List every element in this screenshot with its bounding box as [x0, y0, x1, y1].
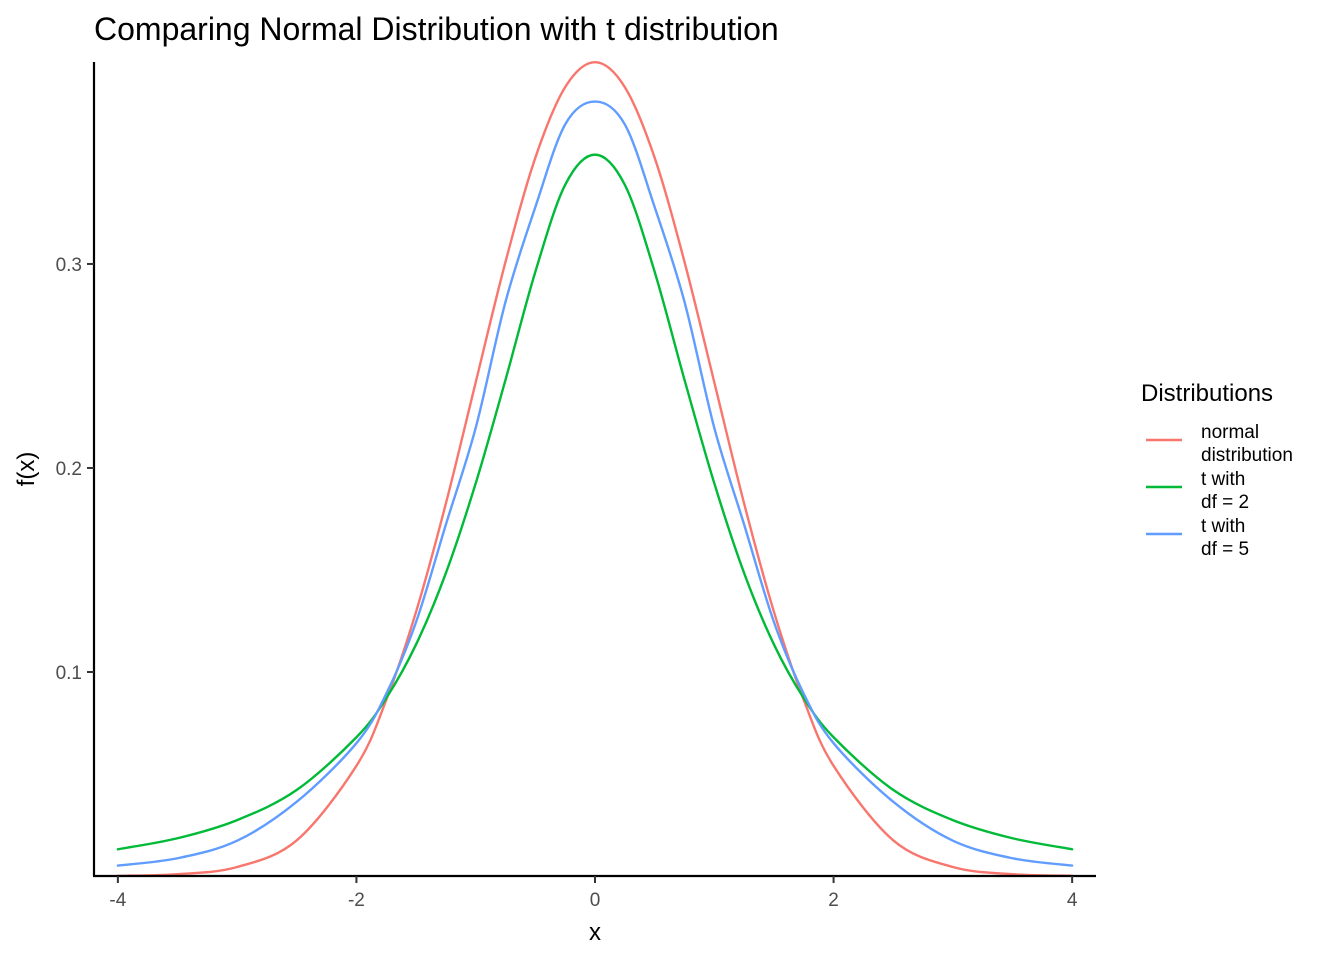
- x-axis-title: x: [589, 919, 601, 946]
- series-line-1: [116, 61, 1074, 877]
- legend-entry-3: t with df = 5: [1146, 516, 1249, 560]
- legend-label-line: t with: [1201, 516, 1245, 537]
- chart-title: Comparing Normal Distribution with t dis…: [94, 11, 779, 47]
- y-tick-label: 0.1: [56, 663, 82, 684]
- plot-area: [116, 61, 1074, 877]
- series-line-2: [116, 153, 1074, 851]
- legend-label: normal distribution: [1201, 422, 1293, 466]
- x-axis-ticks: -4 -2 0 2 4: [109, 876, 1078, 911]
- x-tick-label: -2: [348, 890, 365, 911]
- y-axis-title: f(x): [13, 452, 40, 487]
- x-tick-label: 2: [828, 890, 839, 911]
- y-axis-ticks: 0.1 0.2 0.3: [56, 255, 94, 684]
- legend-label: t with df = 2: [1201, 469, 1249, 513]
- legend-label-line: normal: [1201, 422, 1259, 443]
- y-tick-label: 0.3: [56, 255, 82, 276]
- legend-title: Distributions: [1141, 380, 1273, 407]
- y-tick-label: 0.2: [56, 459, 82, 480]
- legend-label: t with df = 5: [1201, 516, 1249, 560]
- legend-label-line: df = 2: [1201, 492, 1249, 513]
- legend-entry-1: normal distribution: [1146, 422, 1293, 466]
- x-tick-label: 0: [590, 890, 601, 911]
- legend-label-line: t with: [1201, 469, 1245, 490]
- x-tick-label: -4: [109, 890, 126, 911]
- legend-label-line: df = 5: [1201, 539, 1249, 560]
- x-tick-label: 4: [1067, 890, 1078, 911]
- legend-entry-2: t with df = 2: [1146, 469, 1249, 513]
- series-line-3: [116, 100, 1074, 867]
- legend-label-line: distribution: [1201, 445, 1293, 466]
